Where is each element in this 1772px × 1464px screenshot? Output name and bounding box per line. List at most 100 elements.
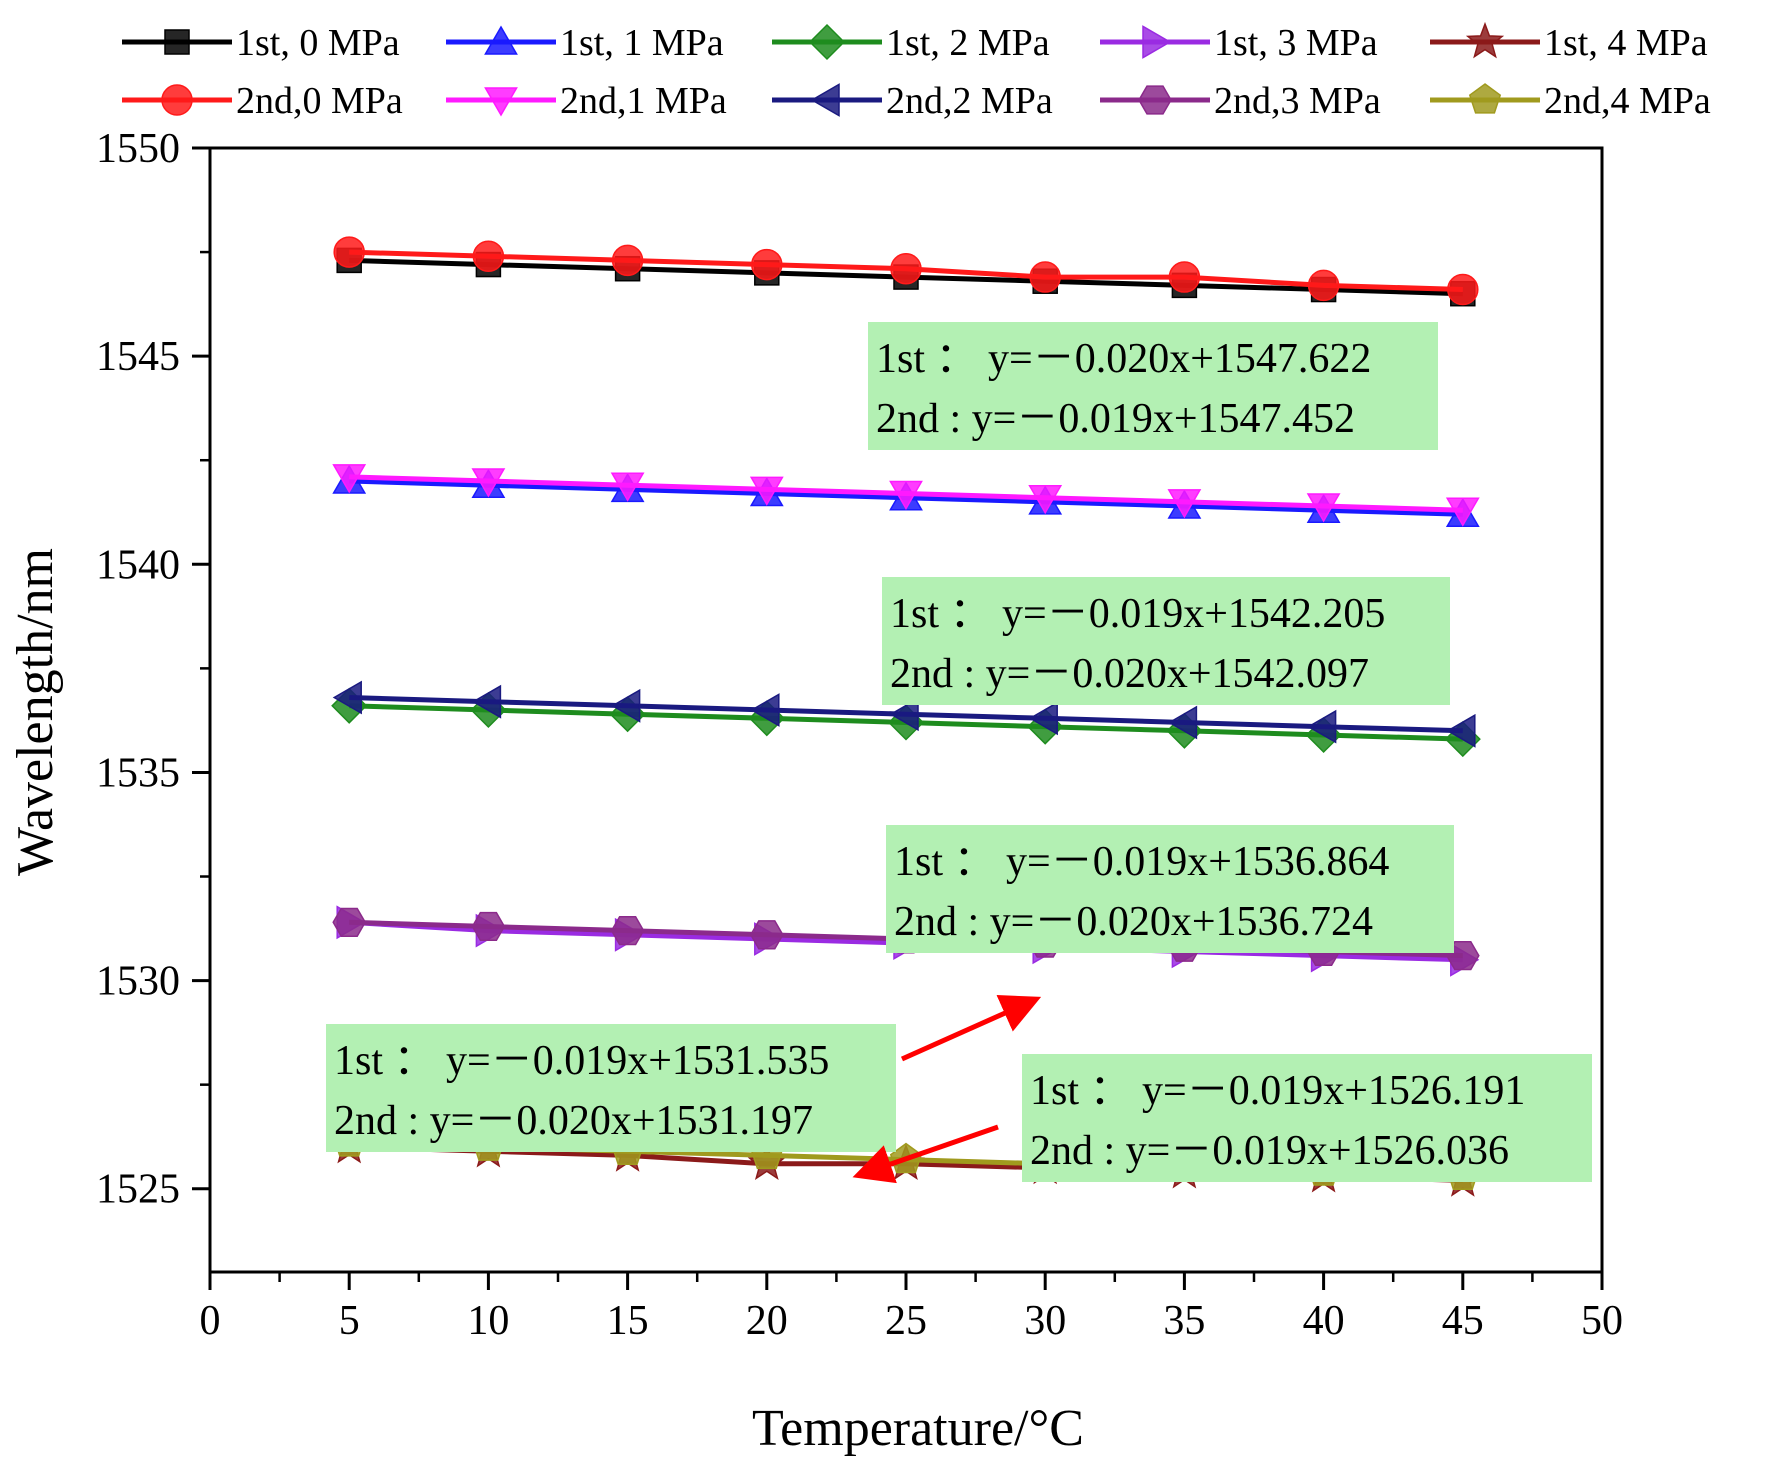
legend-marker: [808, 23, 846, 61]
data-point: [749, 476, 784, 506]
legend-label: 2nd,1 MPa: [560, 80, 727, 122]
axes: 0 5 10 15 20 25 30 35 40 45 50 1525 1530 1535 1540 1545…: [96, 126, 1623, 1344]
legend-label: 1st, 3 MPa: [1214, 22, 1378, 64]
series-2nd-2-mpa: [332, 680, 1476, 748]
data-point: [1307, 269, 1340, 302]
legend-entry-1st-2-mpa: 1st, 2 MPa: [772, 22, 1050, 64]
data-point: [1029, 261, 1061, 293]
data-point: [1167, 489, 1202, 519]
data-point: [1168, 261, 1201, 293]
y-tick-label: 1545: [96, 334, 180, 380]
fit-equation-box-2: 1st ： y=－0.019x+1542.205 2nd : y=－0.020x+…: [882, 577, 1450, 705]
series-2nd-0-mpa: [333, 236, 1479, 306]
fit-equation-box-3: 1st ： y=－0.019x+1536.864 2nd : y=－0.020x+…: [886, 825, 1454, 953]
fit-equation-2nd: 2nd : y=－0.020x+1542.097: [890, 651, 1369, 697]
legend-label: 1st, 4 MPa: [1544, 22, 1708, 64]
y-tick-label: 1535: [96, 750, 180, 796]
data-point: [1167, 705, 1198, 740]
legend-marker: [484, 87, 518, 117]
data-point: [1028, 484, 1063, 515]
legend-marker: [1465, 21, 1505, 59]
y-tick-label: 1525: [96, 1167, 180, 1213]
x-tick-label: 30: [1024, 1298, 1066, 1344]
legend-entry-2nd-0-mpa: 2nd,0 MPa: [122, 80, 403, 122]
legend-marker: [1142, 25, 1172, 59]
fit-equation-box-4: 1st ： y=－0.019x+1531.535 2nd : y=－0.020x+…: [326, 994, 1042, 1152]
data-point: [332, 907, 367, 937]
x-tick-label: 25: [885, 1298, 927, 1344]
x-axis-title: Temperature/°C: [752, 1400, 1084, 1457]
data-point: [1307, 709, 1337, 744]
data-point: [611, 244, 644, 277]
fit-equation-1st: 1st ： y=－0.019x+1526.191: [1030, 1068, 1525, 1114]
legend-label: 2nd,3 MPa: [1214, 80, 1381, 122]
data-point: [471, 468, 506, 498]
legend-label: 2nd,2 MPa: [886, 80, 1053, 122]
data-point: [889, 697, 919, 732]
x-tick-label: 35: [1163, 1298, 1205, 1344]
fit-equation-background: [882, 577, 1450, 705]
data-point: [471, 684, 502, 719]
plot-area: [330, 236, 1482, 1197]
legend-entry-1st-0-mpa: 1st, 0 MPa: [122, 22, 400, 64]
legend-marker: [164, 29, 190, 55]
data-point: [889, 480, 923, 510]
y-tick-label: 1530: [96, 959, 180, 1005]
legend-entry-1st-3-mpa: 1st, 3 MPa: [1100, 22, 1378, 64]
annotation-arrow: [852, 1124, 999, 1184]
data-point: [1447, 273, 1479, 306]
y-axis-title: Wavelength/nm: [7, 548, 64, 876]
fit-equation-2nd: 2nd : y=－0.019x+1547.452: [876, 396, 1355, 442]
fit-equation-2nd: 2nd : y=－0.019x+1526.036: [1030, 1128, 1509, 1174]
x-tick-label: 45: [1442, 1298, 1484, 1344]
legend-marker: [1138, 85, 1172, 115]
legend: 1st, 0 MPa 1st, 1 MPa 1st, 2 MPa 1st, 3 MPa…: [122, 21, 1711, 122]
data-point: [611, 688, 641, 723]
legend-entry-2nd-4-mpa: 2nd,4 MPa: [1430, 80, 1711, 122]
annotation-arrow: [900, 994, 1042, 1062]
x-tick-label: 15: [607, 1298, 649, 1344]
legend-label: 1st, 1 MPa: [560, 22, 724, 64]
fit-equation-background: [326, 1024, 896, 1152]
fit-equation-background: [1022, 1054, 1592, 1182]
x-tick-label: 50: [1581, 1298, 1623, 1344]
series-2nd-1-mpa: [332, 464, 1480, 527]
x-tick-label: 20: [746, 1298, 788, 1344]
y-tick-label: 1550: [96, 126, 180, 172]
data-point: [890, 252, 922, 285]
legend-marker: [161, 84, 193, 116]
legend-label: 2nd,4 MPa: [1544, 80, 1711, 122]
legend-entry-2nd-1-mpa: 2nd,1 MPa: [446, 80, 727, 122]
data-point: [1445, 941, 1480, 971]
legend-marker: [810, 83, 840, 117]
x-tick-label: 0: [200, 1298, 221, 1344]
legend-label: 2nd,0 MPa: [236, 80, 403, 122]
data-point: [1446, 713, 1476, 748]
fit-equation-1st: 1st ： y=－0.019x+1531.535: [334, 1038, 829, 1084]
data-point: [751, 248, 783, 281]
fit-equation-2nd: 2nd : y=－0.020x+1536.724: [894, 899, 1373, 945]
legend-entry-1st-1-mpa: 1st, 1 MPa: [446, 22, 724, 64]
legend-label: 1st, 2 MPa: [886, 22, 1050, 64]
legend-label: 1st, 0 MPa: [236, 22, 400, 64]
data-point: [332, 680, 362, 715]
y-tick-label: 1540: [96, 542, 180, 588]
fit-equation-box-1: 1st ： y=－0.020x+1547.622 2nd : y=－0.019x+…: [868, 322, 1438, 450]
data-point: [333, 236, 365, 268]
data-point: [1306, 493, 1341, 523]
data-point: [472, 240, 505, 272]
data-point: [750, 693, 780, 727]
fit-annotations: 1st ： y=－0.020x+1547.622 2nd : y=－0.019x+…: [326, 322, 1592, 1184]
fit-equation-1st: 1st ： y=－0.019x+1542.205: [890, 591, 1385, 637]
data-point: [610, 472, 645, 502]
data-point: [1445, 497, 1480, 527]
data-point: [749, 920, 784, 950]
x-tick-label: 40: [1303, 1298, 1345, 1344]
fit-equation-box-5: 1st ： y=－0.019x+1526.191 2nd : y=－0.019x+…: [852, 1054, 1592, 1184]
legend-marker: [484, 25, 518, 55]
x-tick-label: 10: [467, 1298, 509, 1344]
legend-entry-1st-4-mpa: 1st, 4 MPa: [1430, 21, 1708, 64]
fit-equation-2nd: 2nd : y=－0.020x+1531.197: [334, 1098, 813, 1144]
